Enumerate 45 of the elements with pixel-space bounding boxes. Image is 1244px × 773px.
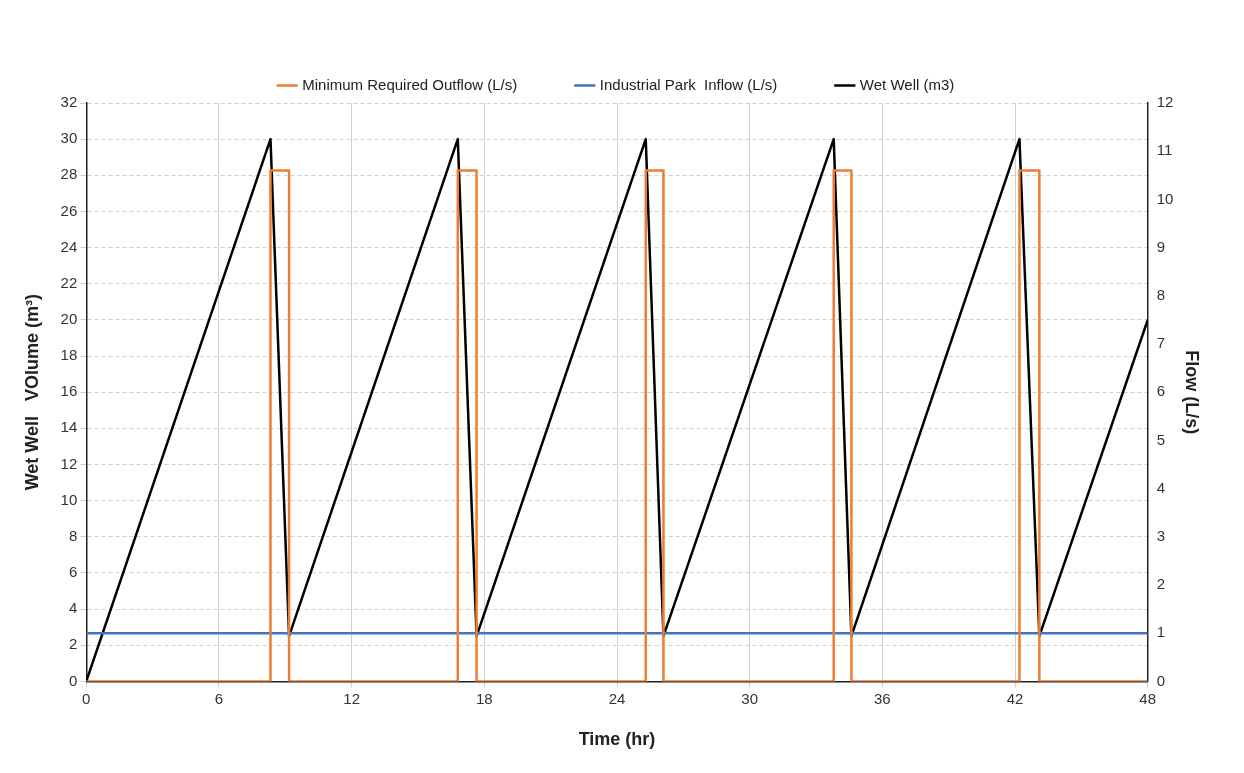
- y2-tick-label: 1: [1156, 623, 1166, 641]
- y-tick-label: 30: [60, 129, 78, 147]
- y2-tick-label: 5: [1156, 430, 1166, 448]
- y-tick-label: 14: [60, 418, 78, 436]
- y-tick-label: 18: [60, 346, 78, 364]
- y-tick-label: 2: [68, 635, 78, 653]
- y-tick-label: 12: [60, 454, 78, 472]
- y-tick-label: 28: [60, 165, 78, 183]
- x-axis-title: Time (hr): [578, 729, 656, 750]
- y2-tick-label: 4: [1156, 478, 1166, 496]
- y-tick-label: 4: [68, 599, 78, 617]
- y2-tick-label: 8: [1156, 285, 1166, 303]
- legend-label: Industrial Park Inflow (L/s): [599, 75, 778, 93]
- y2-tick-label: 3: [1156, 526, 1166, 544]
- y-tick-label: 24: [60, 237, 78, 255]
- x-tick-label: 0: [82, 689, 91, 707]
- y2-tick-label: 10: [1156, 189, 1174, 207]
- x-tick-label: 6: [214, 689, 224, 707]
- y-tick-label: 6: [68, 563, 78, 581]
- x-tick-label: 30: [741, 689, 759, 707]
- y-tick-label: 22: [60, 273, 78, 291]
- y-tick-label: 16: [60, 382, 78, 400]
- x-tick-label: 12: [343, 689, 360, 707]
- legend-label: Minimum Required Outflow (L/s): [302, 75, 518, 93]
- y2-tick-label: 11: [1156, 141, 1173, 159]
- y2-axis-title: Flow (L/s): [1182, 350, 1203, 435]
- y2-tick-label: 7: [1156, 334, 1166, 352]
- y-tick-label: 26: [60, 201, 78, 219]
- x-tick-label: 18: [475, 689, 493, 707]
- y-tick-label: 0: [68, 671, 78, 689]
- y2-tick-label: 2: [1156, 575, 1166, 593]
- x-tick-label: 48: [1139, 689, 1157, 707]
- y-tick-label: 32: [60, 93, 78, 111]
- x-tick-label: 36: [874, 689, 891, 707]
- legend-label: Wet Well (m3): [859, 75, 955, 93]
- y-tick-label: 20: [60, 310, 78, 328]
- y-tick-label: 10: [60, 490, 78, 508]
- y2-tick-label: 12: [1156, 93, 1174, 111]
- y-axis-title: Wet Well VOlume (m³): [21, 294, 42, 491]
- x-tick-label: 24: [608, 689, 626, 707]
- y2-tick-label: 6: [1156, 382, 1166, 400]
- x-tick-label: 42: [1006, 689, 1024, 707]
- y2-tick-label: 0: [1156, 671, 1166, 689]
- y-tick-label: 8: [68, 526, 78, 544]
- y2-tick-label: 9: [1156, 237, 1166, 255]
